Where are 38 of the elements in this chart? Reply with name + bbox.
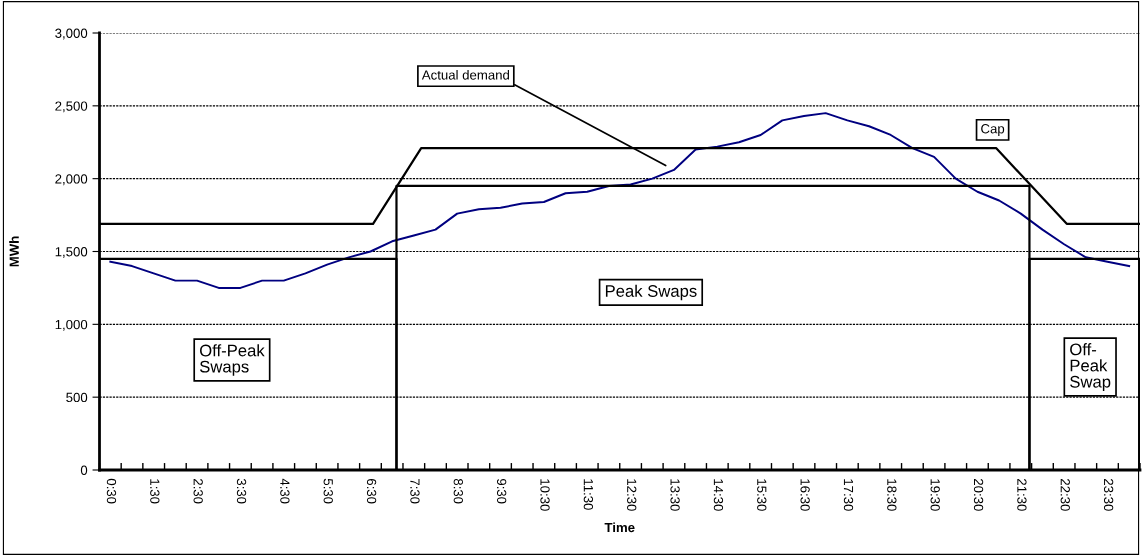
series-label: Cap bbox=[981, 124, 1005, 137]
y-tick-label: 1,500 bbox=[55, 247, 88, 258]
x-tick-label: 9:30 bbox=[496, 478, 507, 504]
x-tick-label: 3:30 bbox=[236, 478, 247, 504]
x-tick-label: 11:30 bbox=[583, 479, 594, 510]
x-tick-label: 15:30 bbox=[757, 479, 767, 511]
x-tick-label: 14:30 bbox=[713, 479, 724, 511]
x-tick-label: 12:30 bbox=[627, 479, 637, 511]
text: Actual demand bbox=[421, 69, 509, 80]
x-tick-label: 2:30 bbox=[193, 479, 203, 504]
x-tick-label: 6:30 bbox=[366, 479, 377, 504]
x-tick-label: 8:30 bbox=[453, 478, 463, 504]
x-tick-label: 0:30 bbox=[106, 478, 117, 504]
y-tick-label: 0 bbox=[80, 465, 88, 475]
x-tick-label: 19:30 bbox=[930, 479, 940, 511]
y-tick-label: 3,000 bbox=[55, 28, 88, 40]
x-tick-label: 5:30 bbox=[323, 478, 333, 504]
x-tick-label: 20:30 bbox=[973, 479, 984, 511]
x-tick-label: 21:30 bbox=[1017, 479, 1027, 511]
text: Peak Swaps bbox=[605, 284, 697, 301]
x-tick-label: 22:30 bbox=[1060, 479, 1070, 511]
x-tick-label: 16:30 bbox=[800, 479, 810, 511]
series-label: Off- Peak Swap bbox=[1070, 343, 1111, 391]
y-tick-label: 500 bbox=[66, 392, 88, 403]
x-tick-label: 10:30 bbox=[540, 479, 550, 511]
y-axis-title: MWh bbox=[9, 236, 19, 267]
x-tick-label: 18:30 bbox=[887, 479, 897, 511]
x-tick-label: 4:30 bbox=[280, 478, 290, 504]
y-tick-label: 2,500 bbox=[55, 101, 88, 113]
x-tick-label: 17:30 bbox=[843, 479, 854, 511]
x-tick-label: 1:30 bbox=[150, 479, 160, 504]
x-tick-label: 13:30 bbox=[670, 479, 680, 511]
y-tick-label: 1,000 bbox=[55, 319, 88, 331]
x-tick-label: 7:30 bbox=[410, 479, 420, 504]
x-tick-label: 23:30 bbox=[1103, 479, 1114, 511]
x-axis-title: Time bbox=[604, 522, 635, 533]
y-tick-label: 2,000 bbox=[55, 174, 88, 186]
text: Off-Peak Swaps bbox=[199, 344, 265, 376]
